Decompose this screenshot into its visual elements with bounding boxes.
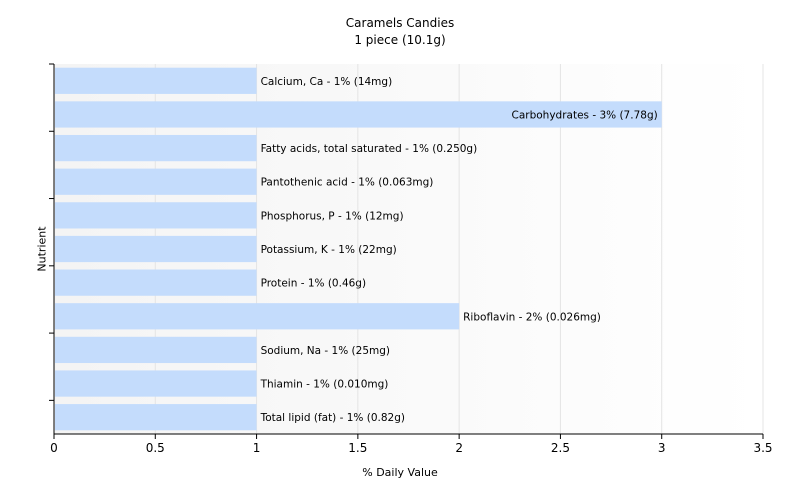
data-label: Calcium, Ca - 1% (14mg)	[261, 76, 393, 88]
x-tick-label: 1.5	[348, 441, 367, 455]
data-label: Thiamin - 1% (0.010mg)	[260, 379, 389, 391]
data-label: Fatty acids, total saturated - 1% (0.250…	[261, 143, 478, 155]
x-tick-label: 0.5	[146, 441, 165, 455]
bar	[55, 134, 257, 162]
bar	[55, 235, 257, 263]
bar	[55, 101, 662, 128]
bar	[55, 202, 257, 229]
data-label: Phosphorus, P - 1% (12mg)	[261, 210, 404, 222]
data-label: Carbohydrates - 3% (7.78g)	[512, 109, 658, 121]
data-label: Riboflavin - 2% (0.026mg)	[463, 311, 601, 323]
bar	[55, 303, 460, 330]
data-label: Total lipid (fat) - 1% (0.82g)	[260, 412, 405, 424]
data-label: Sodium, Na - 1% (25mg)	[261, 345, 390, 357]
x-tick-label: 1	[253, 441, 261, 455]
bar	[55, 269, 257, 296]
x-tick-label: 0	[50, 441, 58, 455]
bar	[55, 404, 257, 431]
chart-subtitle: 1 piece (10.1g)	[354, 33, 446, 47]
data-label: Pantothenic acid - 1% (0.063mg)	[261, 177, 434, 189]
x-axis-label: % Daily Value	[362, 466, 438, 479]
bar	[55, 336, 257, 364]
x-tick-label: 2.5	[551, 441, 570, 455]
bar	[55, 370, 257, 397]
bar	[55, 168, 257, 195]
data-label: Protein - 1% (0.46g)	[261, 278, 367, 290]
x-tick-label: 3.5	[753, 441, 772, 455]
x-tick-label: 2	[455, 441, 463, 455]
data-label: Potassium, K - 1% (22mg)	[261, 244, 397, 256]
x-tick-label: 3	[658, 441, 666, 455]
bar	[55, 67, 257, 94]
chart-title: Caramels Candies	[345, 16, 455, 30]
